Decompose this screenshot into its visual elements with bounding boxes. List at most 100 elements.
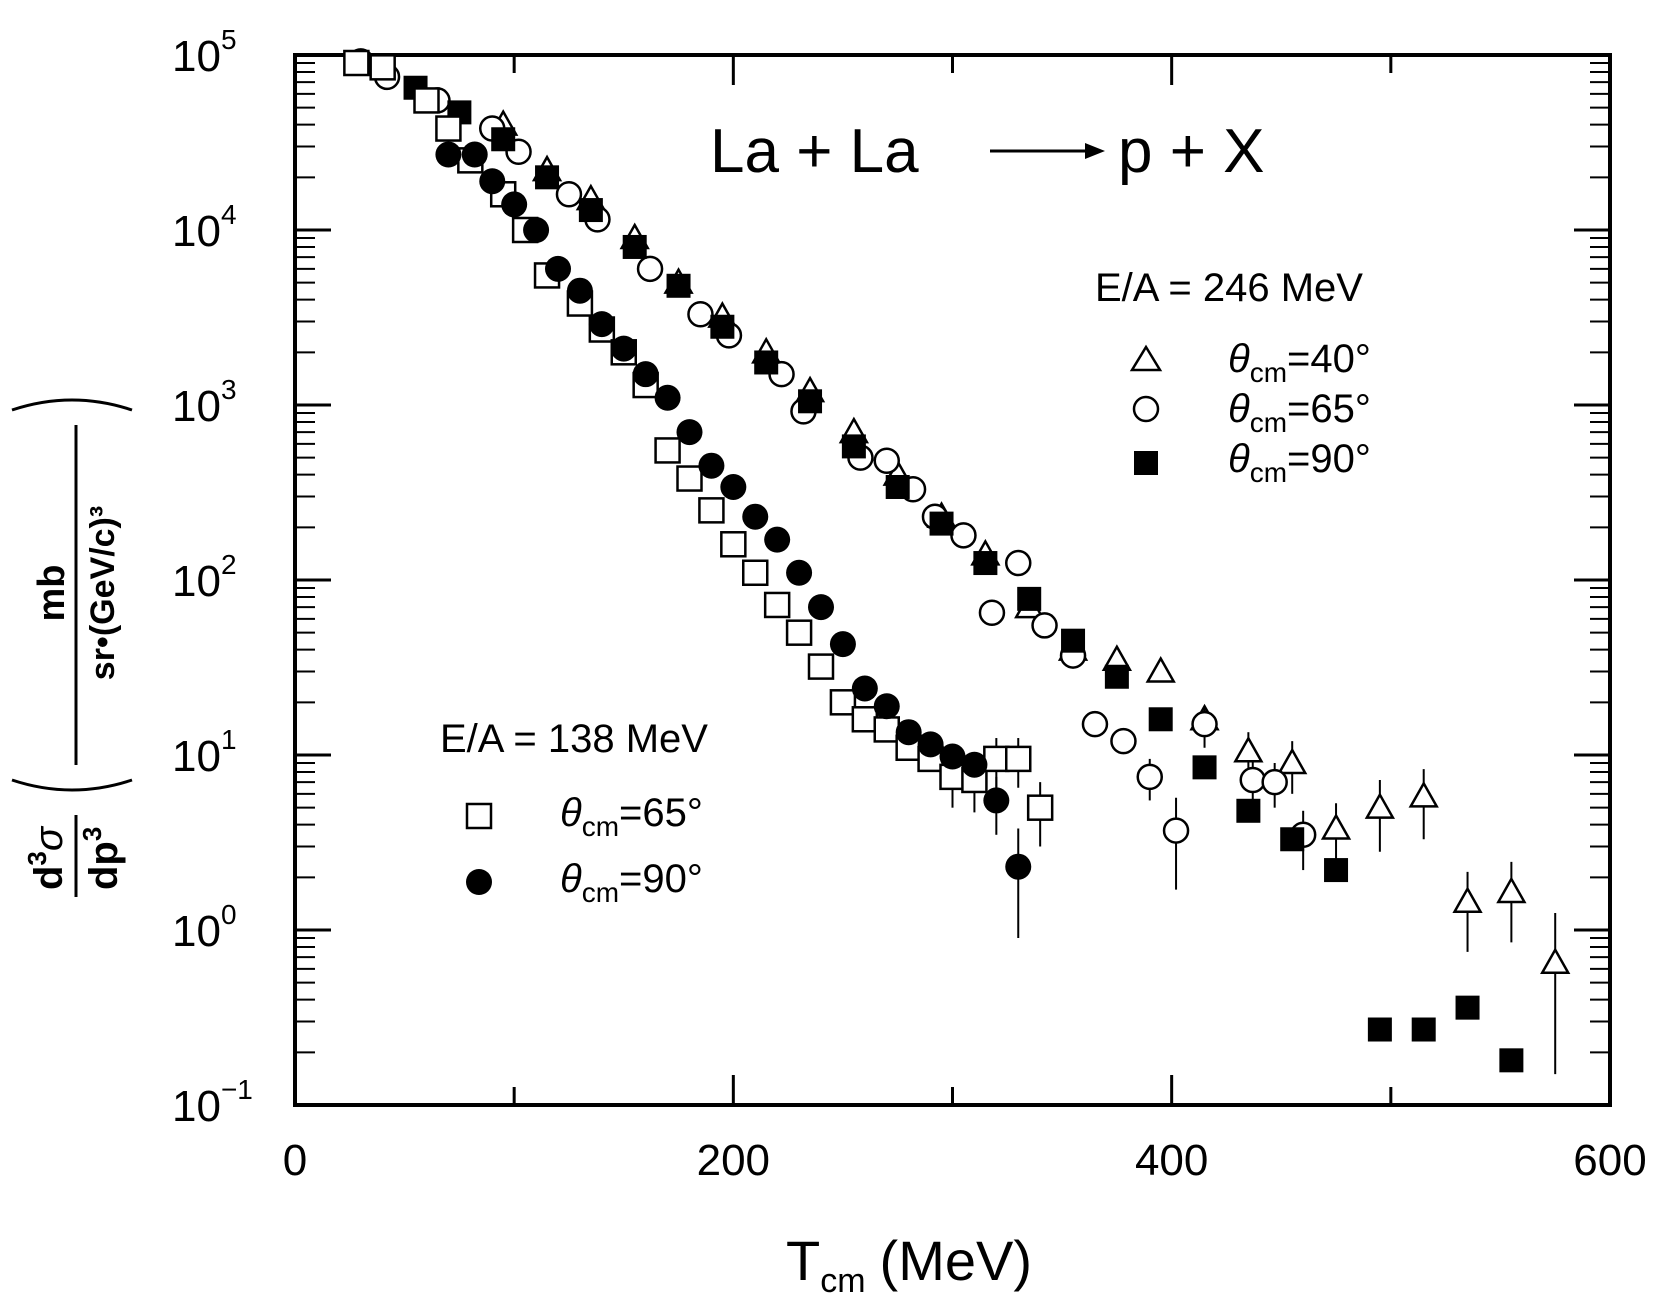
legend-246-header: E/A = 246 MeV [1095, 266, 1363, 310]
title-right: p + X [1118, 117, 1265, 186]
data-point-filled-square [1455, 995, 1480, 1020]
data-point-open-triangle [1452, 886, 1483, 914]
data-point-filled-square [1499, 1048, 1524, 1073]
data-point-open-triangle [1408, 780, 1439, 808]
data-point-filled-square [1061, 628, 1086, 653]
legend-filled-square-marker [1134, 451, 1158, 475]
data-point-filled-square [535, 165, 560, 190]
y-tick-label: 104 [172, 199, 237, 256]
x-tick-label: 200 [697, 1136, 770, 1185]
data-point-open-circle [873, 447, 900, 475]
data-point-filled-square [710, 314, 735, 339]
data-point-filled-square [622, 234, 647, 259]
x-tick-labels: 0 200 400 600 [283, 1136, 1647, 1185]
data-point-filled-circle [654, 384, 681, 411]
data-point-filled-circle [698, 452, 725, 479]
legend-label-sub: cm [582, 877, 619, 908]
data-point-filled-circle [786, 559, 813, 586]
data-point-filled-square [1280, 827, 1305, 852]
svg-text:dp3: dp3 [77, 827, 126, 890]
data-point-open-triangle [1364, 792, 1396, 819]
data-point-open-square [1005, 745, 1032, 773]
data-point-filled-square [754, 350, 779, 375]
y-paren-left [11, 778, 133, 792]
legend-label-sub: cm [582, 811, 619, 842]
data-point-filled-circle [610, 335, 637, 362]
y-unit-num: mb [31, 565, 73, 622]
legend-label-val: =90° [619, 857, 703, 901]
legend-open-triangle-marker [1129, 344, 1163, 372]
major-ticks [293, 53, 1612, 1107]
data-point-filled-square [666, 273, 691, 298]
data-point-filled-square [1192, 755, 1217, 780]
data-point-filled-circle [808, 594, 834, 621]
y-lhs-den-sup: 3 [77, 827, 107, 841]
data-point-filled-square [1411, 1017, 1436, 1042]
data-point-open-square [720, 531, 747, 558]
legend-label-val: =90° [1287, 437, 1371, 481]
data-point-open-circle [636, 255, 664, 283]
y-tick-label: 103 [172, 374, 237, 431]
data-point-filled-circle [983, 787, 1010, 814]
title-left: La + La [710, 117, 919, 186]
data-point-filled-circle [435, 141, 462, 168]
data-point-open-triangle [1145, 655, 1176, 683]
legend-label-sub: cm [1250, 357, 1287, 388]
y-unit-den: sr•(GeV/c)³ [84, 506, 122, 680]
legend-138-entry-65: θcm=65° [465, 791, 703, 842]
x-axis-title: Tcm (MeV) [786, 1229, 1032, 1300]
legend-filled-circle-marker [466, 869, 492, 895]
data-point-filled-circle [720, 473, 747, 500]
y-lhs-num-sup: 3 [22, 851, 52, 865]
data-point-filled-circle [588, 311, 615, 338]
legend-label-var: θ [560, 791, 582, 835]
data-point-open-square [1026, 794, 1054, 821]
data-point-filled-circle [895, 719, 922, 746]
data-point-open-circle [1110, 727, 1137, 755]
data-point-open-circle [1191, 710, 1218, 738]
data-point-open-square [369, 54, 396, 81]
svg-text:θcm=65°: θcm=65° [560, 791, 703, 842]
legend-246: E/A = 246 MeV θcm=40° θcm=65° θcm=90° [1095, 266, 1371, 488]
legend-label-var: θ [560, 857, 582, 901]
data-point-filled-square [1367, 1017, 1392, 1042]
data-point-filled-circle [632, 361, 659, 388]
data-point-open-square [435, 115, 462, 142]
data-point-open-square [413, 87, 440, 114]
data-point-filled-circle [873, 693, 900, 720]
data-point-open-square [742, 559, 769, 587]
data-point-filled-circle [829, 631, 856, 658]
data-point-open-square [785, 619, 813, 646]
data-point-open-triangle [1320, 812, 1352, 840]
data-point-filled-square [1148, 707, 1173, 732]
legend-138-header: E/A = 138 MeV [440, 717, 708, 761]
data-point-filled-circle [545, 255, 571, 282]
data-point-filled-square [1104, 664, 1129, 689]
data-point-filled-circle [917, 731, 944, 758]
data-point-open-circle [1081, 710, 1109, 738]
data-point-open-circle [1136, 763, 1163, 791]
legend-label-sub: cm [1250, 407, 1287, 438]
legend-label-var: θ [1228, 387, 1250, 431]
legend-label-var: θ [1228, 337, 1250, 381]
data-point-open-circle [1162, 817, 1190, 844]
data-point-filled-circle [939, 743, 966, 770]
data-point-filled-square [1017, 586, 1042, 611]
svg-text:θcm=90°: θcm=90° [560, 857, 703, 908]
data-point-open-circle [1031, 612, 1058, 639]
data-point-filled-circle [523, 217, 550, 243]
y-axis-title: d3σ dp3 mb sr•(GeV/c)³ [11, 398, 133, 897]
title-arrow-head [1085, 143, 1105, 159]
legend-open-square-marker [465, 802, 493, 830]
data-point-filled-square [973, 551, 998, 576]
data-point-open-square [763, 591, 791, 619]
x-title-sub: cm [820, 1262, 865, 1300]
data-point-open-circle [687, 301, 714, 328]
data-point-filled-square [929, 511, 954, 536]
data-point-filled-circle [566, 277, 593, 304]
legend-label-var: θ [1228, 437, 1250, 481]
legend-246-entry-65: θcm=65° [1132, 387, 1371, 438]
data-point-open-circle [1005, 549, 1032, 577]
data-point-filled-square [798, 389, 823, 414]
data-point-open-square [873, 716, 900, 743]
